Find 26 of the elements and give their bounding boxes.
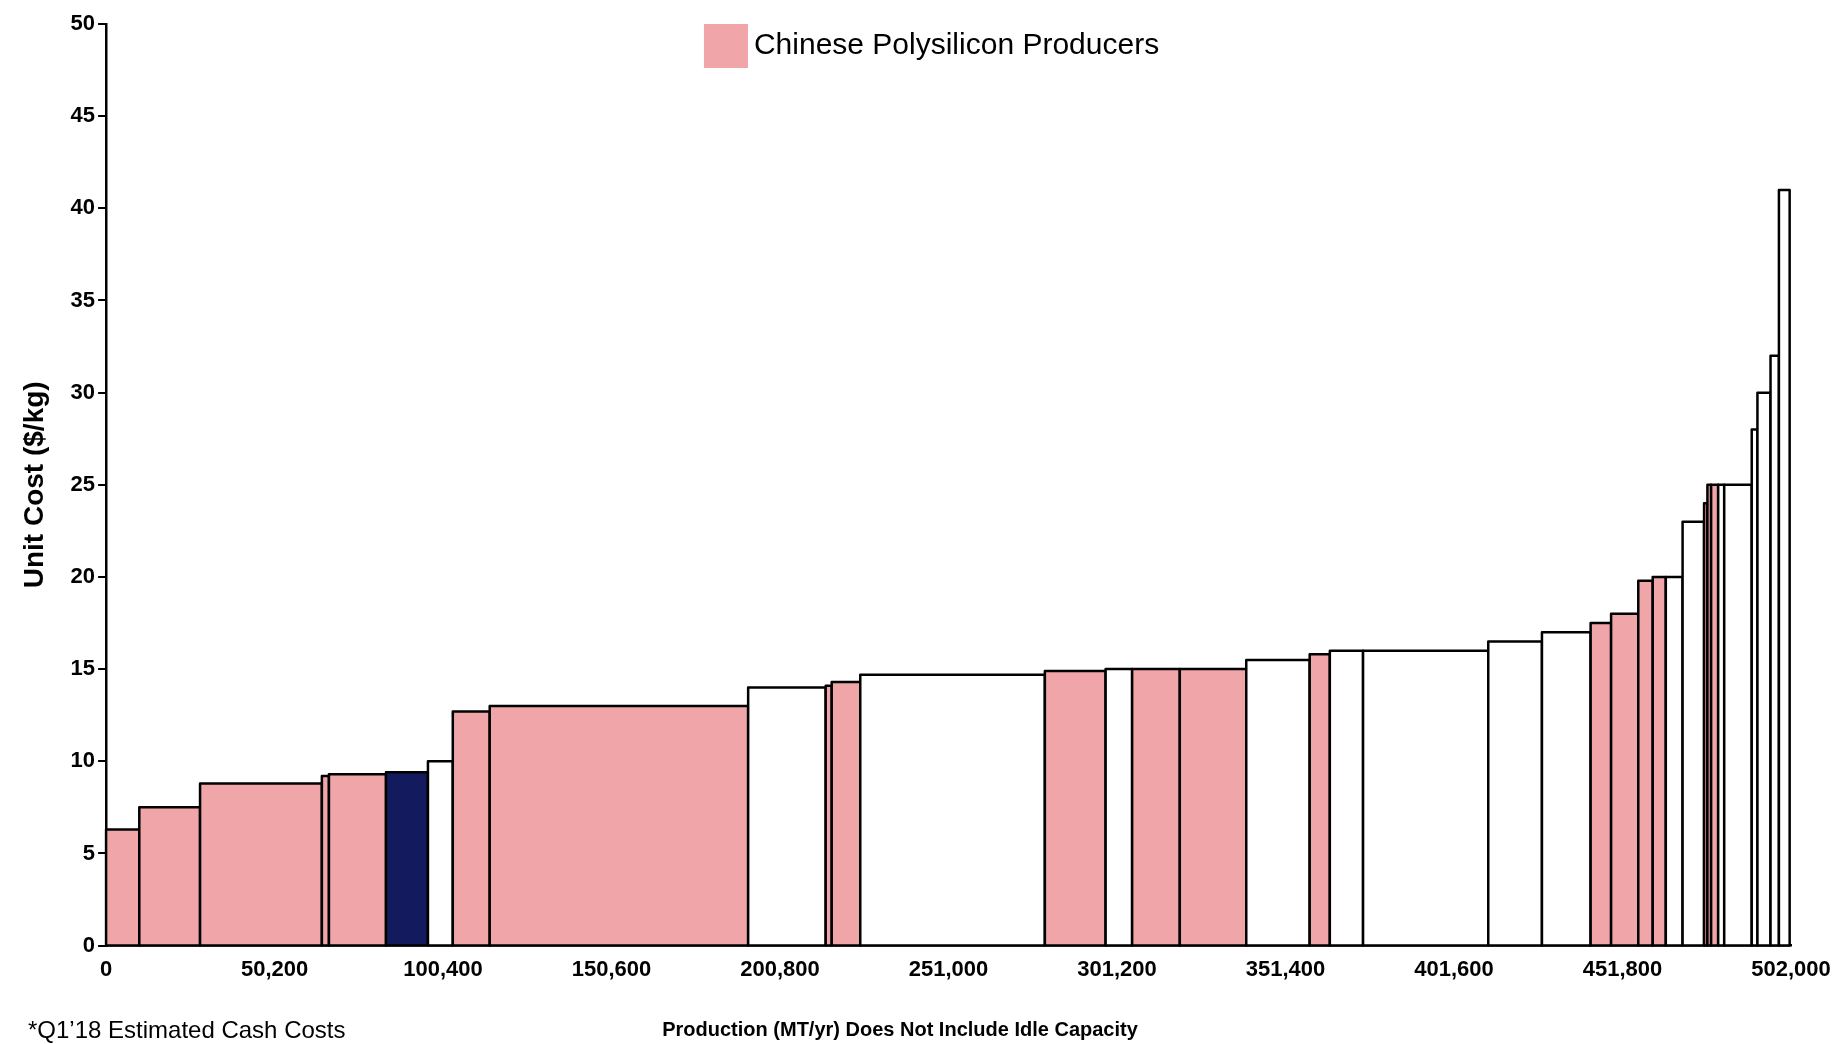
y-tick-label: 50	[70, 10, 96, 36]
y-tick-label: 15	[70, 655, 96, 681]
x-tick-label: 502,000	[1751, 955, 1831, 981]
y-tick-label: 10	[70, 747, 96, 773]
y-tick-label: 20	[70, 563, 96, 589]
x-tick-label: 451,800	[1582, 955, 1663, 981]
y-tick-label: 30	[70, 378, 96, 404]
x-tick-label: 251,000	[908, 955, 989, 981]
text: *Q1’18 Estimated Cash Costs	[28, 1016, 346, 1043]
x-tick-label: 200,800	[740, 955, 820, 981]
y-tick-label: 5	[82, 839, 96, 865]
y-axis-title: Unit Cost ($/kg)	[17, 381, 49, 589]
x-tick-label: 100,400	[403, 955, 483, 981]
x-axis-title: Production (MT/yr) Does Not Include Idle Capacity	[662, 1018, 1139, 1040]
y-tick-label: 40	[70, 194, 96, 220]
x-tick-label: 401,600	[1414, 955, 1494, 981]
y-tick-label: 45	[70, 102, 96, 128]
x-tick-label: 50,200	[240, 955, 309, 981]
x-tick-label: 301,200	[1077, 955, 1157, 981]
legend-label: Chinese Polysilicon Producers	[753, 27, 1160, 61]
x-tick-label: 351,400	[1245, 955, 1326, 981]
y-tick-label: 0	[82, 931, 96, 957]
x-tick-label: 150,600	[571, 955, 652, 981]
y-tick-label: 25	[70, 470, 96, 496]
y-tick-label: 35	[70, 286, 96, 312]
x-tick-label: 0	[99, 955, 113, 981]
